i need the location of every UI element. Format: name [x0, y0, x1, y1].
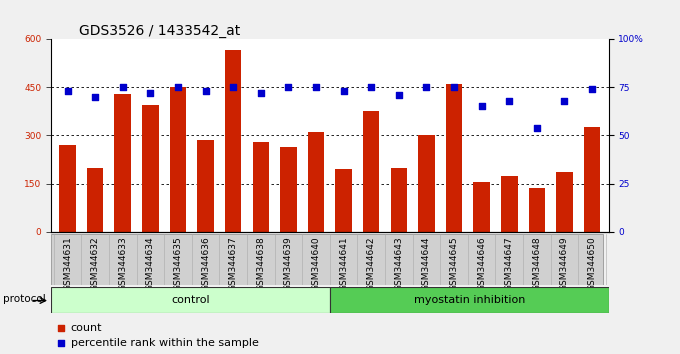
Point	[62, 88, 73, 94]
Point	[366, 84, 377, 90]
Point	[145, 90, 156, 96]
Point	[256, 90, 267, 96]
Text: myostatin inhibition: myostatin inhibition	[413, 295, 525, 305]
Bar	[418, 135, 435, 232]
Text: GSM344650: GSM344650	[588, 236, 596, 291]
Text: GSM344646: GSM344646	[477, 236, 486, 291]
Text: GSM344634: GSM344634	[146, 236, 155, 291]
Text: protocol: protocol	[3, 294, 46, 304]
Point	[338, 88, 349, 94]
Bar	[225, 50, 241, 232]
Text: GSM344642: GSM344642	[367, 236, 376, 291]
Text: GSM344638: GSM344638	[256, 236, 265, 291]
Point	[476, 104, 487, 109]
Point	[283, 84, 294, 90]
Point	[421, 84, 432, 90]
Text: percentile rank within the sample: percentile rank within the sample	[71, 338, 258, 348]
Point	[559, 98, 570, 103]
Point	[228, 84, 239, 90]
Bar	[501, 176, 517, 232]
Bar	[330, 287, 609, 313]
Bar	[390, 167, 407, 232]
Point	[449, 84, 460, 90]
Text: GSM344637: GSM344637	[228, 236, 238, 291]
Text: GSM344635: GSM344635	[173, 236, 182, 291]
Bar	[445, 84, 462, 232]
Bar	[87, 167, 103, 232]
Bar	[556, 172, 573, 232]
Bar	[114, 93, 131, 232]
Point	[118, 84, 129, 90]
Text: GSM344643: GSM344643	[394, 236, 403, 291]
Text: GSM344631: GSM344631	[63, 236, 72, 291]
Bar	[583, 127, 600, 232]
Point	[587, 86, 598, 92]
Bar	[252, 142, 269, 232]
Text: GSM344649: GSM344649	[560, 236, 569, 291]
Text: GSM344648: GSM344648	[532, 236, 541, 291]
Bar	[473, 182, 490, 232]
Bar	[308, 132, 324, 232]
Text: GSM344633: GSM344633	[118, 236, 127, 291]
Text: GSM344636: GSM344636	[201, 236, 210, 291]
Point	[90, 94, 101, 99]
Bar	[335, 169, 352, 232]
Text: GSM344639: GSM344639	[284, 236, 293, 291]
Text: count: count	[71, 322, 102, 332]
Point	[200, 88, 211, 94]
Text: GSM344641: GSM344641	[339, 236, 348, 291]
Text: GSM344640: GSM344640	[311, 236, 320, 291]
Bar	[528, 188, 545, 232]
Text: GSM344644: GSM344644	[422, 236, 431, 291]
Point	[56, 341, 67, 346]
Point	[56, 325, 67, 330]
Point	[173, 84, 184, 90]
Text: GSM344645: GSM344645	[449, 236, 458, 291]
Bar	[280, 147, 296, 232]
Bar	[51, 287, 330, 313]
Point	[393, 92, 404, 98]
Text: GSM344647: GSM344647	[505, 236, 513, 291]
Bar	[170, 87, 186, 232]
Point	[531, 125, 542, 131]
Bar	[142, 105, 158, 232]
Point	[504, 98, 515, 103]
Point	[311, 84, 322, 90]
Text: GSM344632: GSM344632	[90, 236, 100, 291]
Text: GDS3526 / 1433542_at: GDS3526 / 1433542_at	[79, 24, 240, 38]
Text: control: control	[171, 295, 209, 305]
Bar	[197, 140, 214, 232]
Bar	[363, 111, 379, 232]
Bar	[59, 145, 76, 232]
